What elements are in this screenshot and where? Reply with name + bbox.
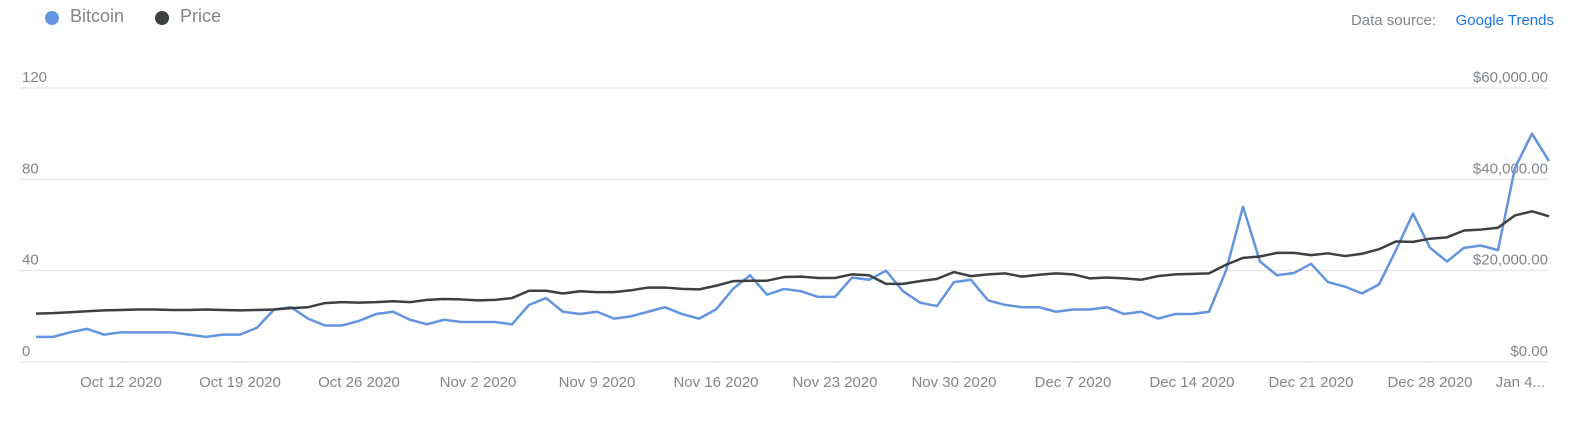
x-tick-label: Dec 21 2020: [1268, 374, 1353, 391]
x-tick-label: Nov 16 2020: [673, 374, 758, 391]
y2-tick-label: $60,000.00: [1473, 69, 1548, 86]
series-line: [36, 132, 1551, 339]
source-label: Data source:: [1351, 12, 1436, 29]
x-tick-label: Nov 9 2020: [559, 374, 636, 391]
series-line: [35, 210, 1550, 315]
y-tick-label: 120: [22, 69, 47, 86]
x-tick-label: Oct 26 2020: [318, 374, 400, 391]
x-tick-label: Nov 30 2020: [911, 374, 996, 391]
legend-label: Price: [180, 6, 221, 26]
legend-marker: [155, 11, 170, 25]
y-tick-label: 80: [22, 160, 39, 177]
x-tick-label: Dec 14 2020: [1149, 374, 1234, 391]
x-tick-label: Dec 28 2020: [1387, 374, 1472, 391]
x-tick-label: Jan 4...: [1496, 374, 1545, 391]
y-tick-label: 40: [22, 252, 39, 269]
y2-tick-label: $0.00: [1510, 343, 1548, 360]
x-tick-label: Oct 12 2020: [80, 374, 162, 391]
x-tick-label: Dec 7 2020: [1035, 374, 1112, 391]
x-tick-label: Nov 23 2020: [792, 374, 877, 391]
source-link[interactable]: Google Trends: [1456, 12, 1554, 29]
x-tick-label: Nov 2 2020: [440, 374, 517, 391]
y2-tick-label: $20,000.00: [1473, 252, 1548, 269]
y-tick-label: 0: [22, 343, 30, 360]
legend-marker: [45, 11, 59, 25]
x-tick-label: Oct 19 2020: [199, 374, 281, 391]
legend-label: Bitcoin: [70, 6, 124, 26]
y2-tick-label: $40,000.00: [1473, 160, 1548, 177]
